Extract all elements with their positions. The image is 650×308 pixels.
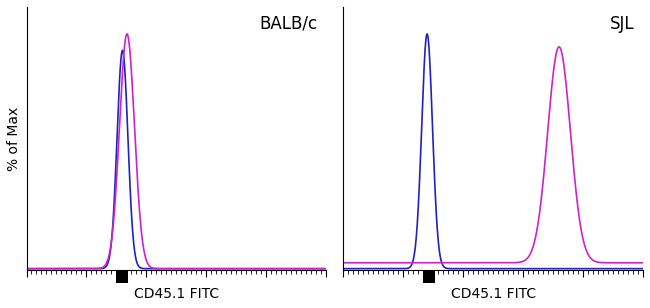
Y-axis label: % of Max: % of Max xyxy=(7,106,21,171)
Text: BALB/c: BALB/c xyxy=(259,15,317,33)
FancyBboxPatch shape xyxy=(116,271,129,283)
X-axis label: CD45.1 FITC: CD45.1 FITC xyxy=(450,287,536,301)
X-axis label: CD45.1 FITC: CD45.1 FITC xyxy=(134,287,219,301)
FancyBboxPatch shape xyxy=(422,271,435,283)
Text: SJL: SJL xyxy=(610,15,634,33)
